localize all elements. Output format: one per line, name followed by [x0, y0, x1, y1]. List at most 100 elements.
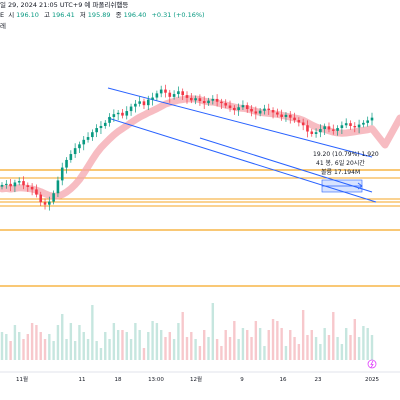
candle-body	[245, 105, 249, 109]
legend-datetime: 일 29, 2024 21:05 UTC+9	[0, 1, 83, 9]
candle-body	[370, 117, 374, 121]
candle-body	[30, 186, 34, 190]
volume-bar	[52, 341, 55, 360]
legend-close-label: 종	[115, 11, 122, 19]
legend-change-value: +0.31 (+0.16%)	[151, 11, 205, 19]
volume-bar	[48, 334, 51, 360]
volume-bar	[250, 337, 253, 360]
candle-body	[185, 95, 189, 98]
candle-body	[254, 111, 258, 114]
candle-body	[177, 91, 180, 95]
candle-body	[56, 180, 60, 194]
lightning-icon-glyph	[370, 360, 374, 368]
volume-bar	[357, 337, 361, 360]
candle-body	[293, 117, 296, 121]
x-tick-label: 9	[240, 377, 244, 383]
candle-body	[224, 103, 228, 106]
volume-bar	[233, 321, 236, 360]
volume-bar	[125, 332, 128, 360]
candle-body	[134, 103, 137, 107]
volume-bar	[56, 325, 60, 360]
volume-bar	[22, 339, 25, 360]
x-tick-label: 12월	[190, 375, 202, 383]
legend-symbol: E	[0, 11, 5, 19]
candle-body	[340, 125, 344, 129]
candle-body	[314, 132, 318, 134]
candle-body	[366, 120, 369, 123]
candle-body	[301, 122, 305, 126]
volume-bar	[86, 339, 90, 360]
volume-bar	[95, 341, 98, 360]
volume-bar	[0, 332, 4, 360]
volume-bar	[168, 332, 171, 360]
volume-bar	[319, 344, 322, 360]
candle-body	[112, 114, 116, 117]
volume-bar	[91, 305, 94, 360]
volume-bar	[99, 348, 103, 360]
volume-bar	[121, 330, 124, 360]
volume-bar	[323, 328, 326, 360]
legend-low-value: 195.89	[87, 11, 111, 19]
candle-body	[17, 181, 21, 183]
candle-body	[82, 139, 86, 145]
volume-bar	[314, 337, 318, 360]
candle-body	[39, 194, 43, 203]
volume-bar	[108, 339, 111, 360]
candle-body	[69, 154, 73, 160]
candle-body	[349, 123, 352, 126]
volume-bar	[65, 339, 68, 360]
volume-bar	[340, 344, 344, 360]
volume-bar	[61, 314, 64, 360]
volume-bar	[82, 332, 85, 360]
volume-bar	[18, 332, 21, 360]
legend-exchange-glyph: 예	[84, 1, 91, 9]
channel-lower-line	[107, 117, 377, 203]
candle-body	[263, 108, 266, 111]
candle-body	[344, 123, 348, 126]
candle-body	[276, 112, 279, 115]
volume-bar	[224, 330, 227, 360]
volume-bar	[349, 335, 352, 360]
volume-bar	[194, 339, 197, 360]
measure-arrow-head	[357, 182, 363, 190]
volume-bar	[26, 334, 30, 360]
volume-bar	[181, 312, 184, 360]
volume-bar	[246, 330, 249, 360]
volume-bar	[228, 337, 232, 360]
volume-bar	[147, 332, 150, 360]
volume-bar	[69, 323, 73, 360]
candle-body	[48, 201, 51, 205]
candle-body	[267, 108, 271, 111]
candle-body	[65, 159, 68, 168]
candle-body	[310, 131, 314, 134]
candle-body	[190, 97, 193, 101]
candle-body	[43, 202, 47, 205]
candle-body	[164, 89, 167, 93]
legend-high-value: 196.41	[51, 11, 75, 19]
volume-bar	[306, 335, 309, 360]
candle-body	[13, 182, 17, 187]
candle-body	[284, 114, 288, 117]
lightning-icon[interactable]	[367, 359, 377, 369]
candle-body	[331, 129, 335, 131]
candle-body	[52, 193, 55, 202]
candle-body	[116, 112, 120, 115]
volume-bar	[129, 339, 133, 360]
volume-bar	[177, 323, 180, 360]
volume-bar	[43, 339, 47, 360]
volume-bar	[116, 330, 120, 360]
volume-bar	[164, 337, 167, 360]
candle-body	[125, 111, 129, 116]
volume-bar	[203, 330, 206, 360]
candle-body	[103, 122, 107, 126]
volume-bar	[172, 339, 176, 360]
candle-body	[99, 125, 103, 129]
volume-bar	[327, 335, 331, 360]
legend-open-label: 시	[8, 11, 15, 19]
candle-body	[129, 106, 133, 112]
volume-bar	[263, 346, 266, 360]
candle-body	[86, 137, 90, 140]
candle-body	[362, 122, 365, 125]
